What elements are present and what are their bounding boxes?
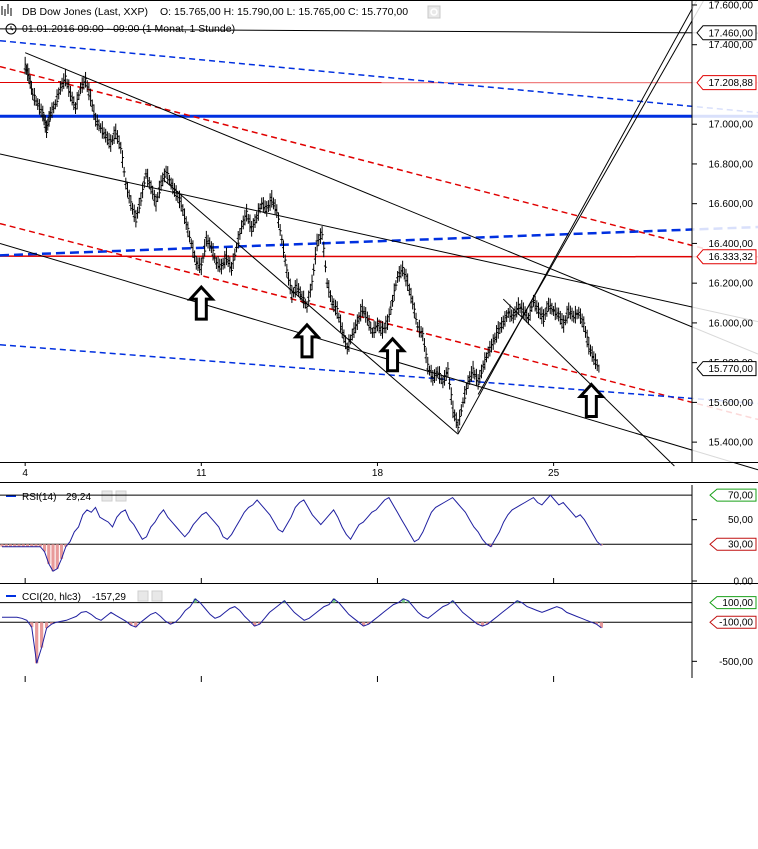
ohlc-readout: O: 15.765,00 H: 15.790,00 L: 15.765,00 C… [160,6,408,18]
price-y-axis: 17.600,00 17.400,00 17.000,00 16.800,00 16.6… [691,0,758,462]
price-tag-box [696,361,757,377]
cci-y-axis: 100,00 -100,00 -500,00 [691,584,757,678]
time-tick-label: 25 [548,468,560,479]
price-tag-label: 16.333,32 [709,252,754,263]
indicator-tick-label: 70,00 [728,491,753,502]
trendline-black-13 [457,0,698,435]
time-tick-label: 11 [196,468,207,479]
cci-close-icon[interactable] [151,590,163,602]
price-tag-box [696,75,757,91]
arrow-up-icon [186,284,216,321]
indicator-tick-label: 30,00 [728,540,753,551]
cci-plot [0,598,692,664]
price-tag-box [696,249,757,265]
price-tick-label: 15.600,00 [709,398,754,409]
price-tick-label: 16.400,00 [709,239,754,250]
price-candles [23,56,600,433]
indicator-tick-label: -100,00 [719,618,753,629]
rsi-value: 29,24 [66,492,91,503]
rsi-y-axis: 70,00 50,00 30,00 0.00 [691,485,757,588]
chart-subtitle: 01.01.2016 09:00 - 09:00 (1 Monat, 1 Stu… [22,23,235,35]
trendline-black-11 [0,242,758,471]
rsi-title: RSI(14) [22,492,56,503]
rsi-legend-swatch [6,495,16,497]
price-tick-label: 17.000,00 [709,120,754,131]
price-tag-label: 17.460,00 [709,28,754,39]
trendline-black-9 [24,52,758,355]
rsi-settings-icon[interactable] [101,490,113,502]
time-tick-label: 4 [22,468,28,479]
price-tag-box [696,25,757,41]
indicator-tick-label: 100,00 [722,598,753,609]
indicator-tick-label: 50,00 [728,515,753,526]
oversold-fill [0,544,604,572]
indicator-tick-label: -500,00 [719,657,753,668]
price-tick-label: 16.600,00 [709,199,754,210]
rsi-legend: RSI(14) 29,24 [6,490,127,503]
level-tag-box [709,488,757,502]
indicator-tick-label: 0.00 [734,577,754,588]
rsi-close-icon[interactable] [115,490,127,502]
price-tick-label: 16.800,00 [709,159,754,170]
pattern-arrows [186,284,606,419]
cci-settings-icon[interactable] [137,590,149,602]
arrow-up-icon [292,322,322,359]
trendline-black-10 [0,153,758,323]
trendline-blue-6 [0,225,758,257]
price-panel: 17.600,00 17.400,00 17.000,00 16.800,00 16.6… [0,0,758,682]
trendlines [0,0,758,471]
trendline-blue-4 [0,39,758,114]
price-tag-label: 17.208,88 [709,78,754,89]
cci-value: -157,29 [92,592,126,603]
overbought-fill [193,598,519,603]
time-axis: 4 11 18 25 [22,462,560,682]
price-tick-label: 17.400,00 [709,40,754,51]
rsi-plot [0,494,692,572]
trendline-red-5 [0,65,758,264]
trendline-red-3 [0,255,758,258]
rsi-panel: RSI(14) 29,24 70,00 50,00 30,00 0.00 [0,485,758,588]
time-tick-label: 18 [372,468,384,479]
price-tick-label: 16.200,00 [709,279,754,290]
cci-title: CCI(20, hlc3) [22,592,81,603]
oversold-fill [30,622,604,664]
level-tag-box [709,615,757,629]
trendline-blue-8 [0,344,758,405]
arrow-up-icon [576,382,606,419]
trendline-black-15 [502,298,675,467]
arrow-up-icon [378,336,407,373]
price-axis-bg [692,1,758,462]
trendline-black-0 [0,28,758,34]
price-tag-label: 15.770,00 [709,364,754,375]
cci-legend: CCI(20, hlc3) -157,29 [6,590,163,603]
cci-line [2,598,602,664]
cci-legend-swatch [6,595,16,597]
chart-header: DB Dow Jones (Last, XXP) O: 15.765,00 H:… [0,0,758,40]
price-tick-label: 17.600,00 [709,0,754,11]
price-tick-label: 15.400,00 [709,438,754,449]
trendline-black-12 [163,179,459,435]
level-tag-box [709,537,757,551]
level-tag-box [709,596,757,610]
chart-menu-icon[interactable] [1,4,12,16]
price-tags: 17.460,00 17.208,88 16.333,32 15.770,00 [696,25,757,377]
price-tick-label: 16.000,00 [709,318,754,329]
settings-icon[interactable] [427,5,441,19]
cci-panel: CCI(20, hlc3) -157,29 100,00 -100,00 -500,… [0,584,757,678]
rsi-line [2,494,602,572]
instrument-title: DB Dow Jones (Last, XXP) [22,6,148,18]
